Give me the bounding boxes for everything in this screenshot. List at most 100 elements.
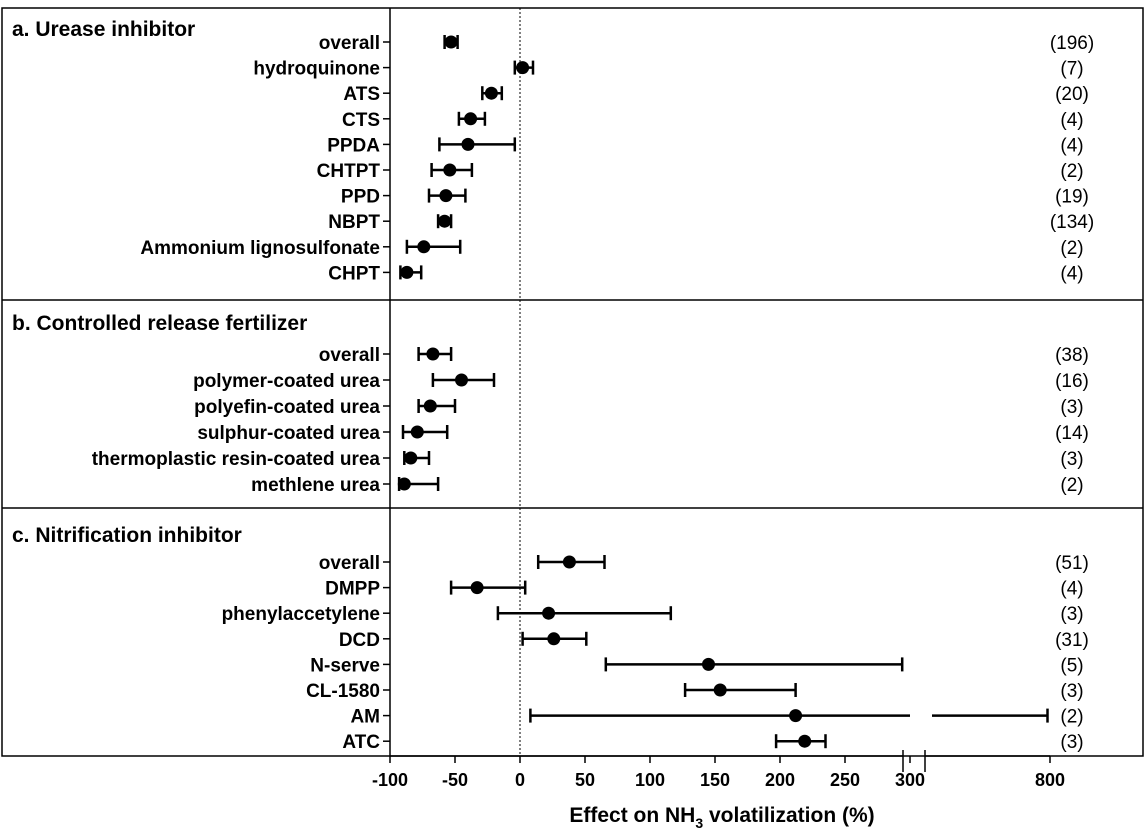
sample-size-label: (38) bbox=[1055, 345, 1089, 366]
category-label: polyefin-coated urea bbox=[194, 397, 380, 418]
row-chpt: CHPT (4) bbox=[328, 263, 1083, 284]
sample-size-label: (3) bbox=[1060, 449, 1083, 470]
sample-size-label: (3) bbox=[1060, 732, 1083, 753]
row-polyefin-coated-urea: polyefin-coated urea (3) bbox=[194, 397, 1083, 418]
mean-point bbox=[702, 657, 715, 671]
sample-size-label: (5) bbox=[1060, 655, 1083, 676]
x-tick-label: 100 bbox=[635, 770, 665, 790]
x-axis-title: Effect on NH3 volatilization (%) bbox=[569, 804, 874, 828]
category-label: CL-1580 bbox=[306, 681, 380, 702]
mean-point bbox=[439, 189, 453, 203]
sample-size-label: (196) bbox=[1050, 33, 1094, 54]
sample-size-label: (4) bbox=[1060, 110, 1083, 131]
sample-size-label: (2) bbox=[1060, 475, 1083, 496]
x-tick-label: 50 bbox=[575, 770, 595, 790]
row-overall: overall (196) bbox=[319, 33, 1094, 54]
category-label: CTS bbox=[342, 110, 380, 131]
mean-point bbox=[461, 137, 475, 151]
mean-point bbox=[516, 61, 530, 75]
row-atc: ATC (3) bbox=[342, 732, 1083, 753]
x-tick-label: 800 bbox=[1035, 770, 1065, 790]
row-polymer-coated-urea: polymer-coated urea (16) bbox=[193, 371, 1089, 392]
category-label: Ammonium lignosulfonate bbox=[140, 238, 380, 259]
row-am: AM (2) bbox=[350, 707, 1083, 728]
category-label: CHTPT bbox=[317, 161, 381, 182]
row-dcd: DCD (31) bbox=[339, 630, 1089, 651]
category-label: ATS bbox=[343, 84, 380, 105]
x-tick-label: 250 bbox=[830, 770, 860, 790]
category-label: hydroquinone bbox=[253, 59, 380, 80]
mean-point bbox=[542, 606, 556, 620]
mean-point bbox=[423, 399, 437, 413]
mean-point bbox=[789, 709, 803, 723]
panel-title: c. Nitrification inhibitor bbox=[12, 524, 242, 547]
category-label: polymer-coated urea bbox=[193, 371, 380, 392]
mean-point bbox=[464, 112, 478, 126]
category-label: DMPP bbox=[325, 579, 380, 600]
sample-size-label: (3) bbox=[1060, 604, 1083, 625]
sample-size-label: (19) bbox=[1055, 187, 1089, 208]
category-label: ATC bbox=[342, 732, 380, 753]
category-label: NBPT bbox=[328, 212, 380, 233]
row-nbpt: NBPT (134) bbox=[328, 212, 1094, 233]
row-sulphur-coated-urea: sulphur-coated urea (14) bbox=[197, 423, 1089, 444]
row-dmpp: DMPP (4) bbox=[325, 579, 1084, 600]
row-hydroquinone: hydroquinone (7) bbox=[253, 59, 1083, 80]
row-cts: CTS (4) bbox=[342, 110, 1084, 131]
row-overall: overall (38) bbox=[319, 345, 1089, 366]
panel-c: c. Nitrification inhibitor overall (51) DMP… bbox=[12, 524, 1089, 753]
x-tick-label: 200 bbox=[765, 770, 795, 790]
mean-point bbox=[484, 86, 498, 100]
category-label: DCD bbox=[339, 630, 380, 651]
mean-point bbox=[455, 373, 468, 387]
panel-title: a. Urease inhibitor bbox=[12, 18, 195, 41]
row-n-serve: N-serve (5) bbox=[310, 655, 1083, 676]
mean-point bbox=[444, 35, 458, 49]
mean-point bbox=[417, 240, 431, 254]
sample-size-label: (4) bbox=[1060, 579, 1083, 600]
sample-size-label: (3) bbox=[1060, 681, 1083, 702]
mean-point bbox=[400, 265, 414, 279]
category-label: overall bbox=[319, 553, 380, 574]
panel-title: b. Controlled release fertilizer bbox=[12, 312, 307, 335]
sample-size-label: (14) bbox=[1055, 423, 1089, 444]
x-tick-label: 0 bbox=[515, 770, 525, 790]
mean-point bbox=[438, 214, 452, 228]
mean-point bbox=[397, 477, 411, 491]
category-label: PPDA bbox=[327, 135, 380, 156]
mean-point bbox=[547, 632, 561, 646]
category-label: thermoplastic resin-coated urea bbox=[92, 449, 381, 470]
mean-point bbox=[404, 451, 418, 465]
sample-size-label: (2) bbox=[1060, 161, 1083, 182]
sample-size-label: (16) bbox=[1055, 371, 1089, 392]
panel-a: a. Urease inhibitor overall (196) hydroquin… bbox=[12, 18, 1094, 284]
plot-frame bbox=[1, 7, 1144, 757]
row-methlene-urea: methlene urea (2) bbox=[251, 475, 1083, 496]
mean-point bbox=[713, 683, 727, 697]
sample-size-label: (31) bbox=[1055, 630, 1089, 651]
category-label: overall bbox=[319, 33, 380, 54]
sample-size-label: (51) bbox=[1055, 553, 1089, 574]
row-ats: ATS (20) bbox=[343, 84, 1088, 105]
row-thermoplastic-resin-coated-urea: thermoplastic resin-coated urea (3) bbox=[92, 449, 1084, 470]
mean-point bbox=[798, 734, 812, 748]
category-label: PPD bbox=[341, 187, 380, 208]
sample-size-label: (4) bbox=[1060, 135, 1083, 156]
row-cl-1580: CL-1580 (3) bbox=[306, 681, 1084, 702]
sample-size-label: (2) bbox=[1060, 238, 1083, 259]
mean-point bbox=[562, 555, 576, 569]
panel-b: b. Controlled release fertilizer overall (… bbox=[12, 312, 1089, 496]
row-ppd: PPD (19) bbox=[341, 187, 1089, 208]
row-ppda: PPDA (4) bbox=[327, 135, 1083, 156]
category-label: phenylaccetylene bbox=[222, 604, 380, 625]
sample-size-label: (2) bbox=[1060, 707, 1083, 728]
sample-size-label: (4) bbox=[1060, 263, 1083, 284]
category-label: N-serve bbox=[310, 655, 380, 676]
row-ammonium-lignosulfonate: Ammonium lignosulfonate (2) bbox=[140, 238, 1083, 259]
mean-point bbox=[410, 425, 424, 439]
sample-size-label: (20) bbox=[1055, 84, 1089, 105]
x-tick-label: 300 bbox=[895, 770, 925, 790]
x-tick-label: -50 bbox=[442, 770, 468, 790]
category-label: CHPT bbox=[328, 263, 380, 284]
